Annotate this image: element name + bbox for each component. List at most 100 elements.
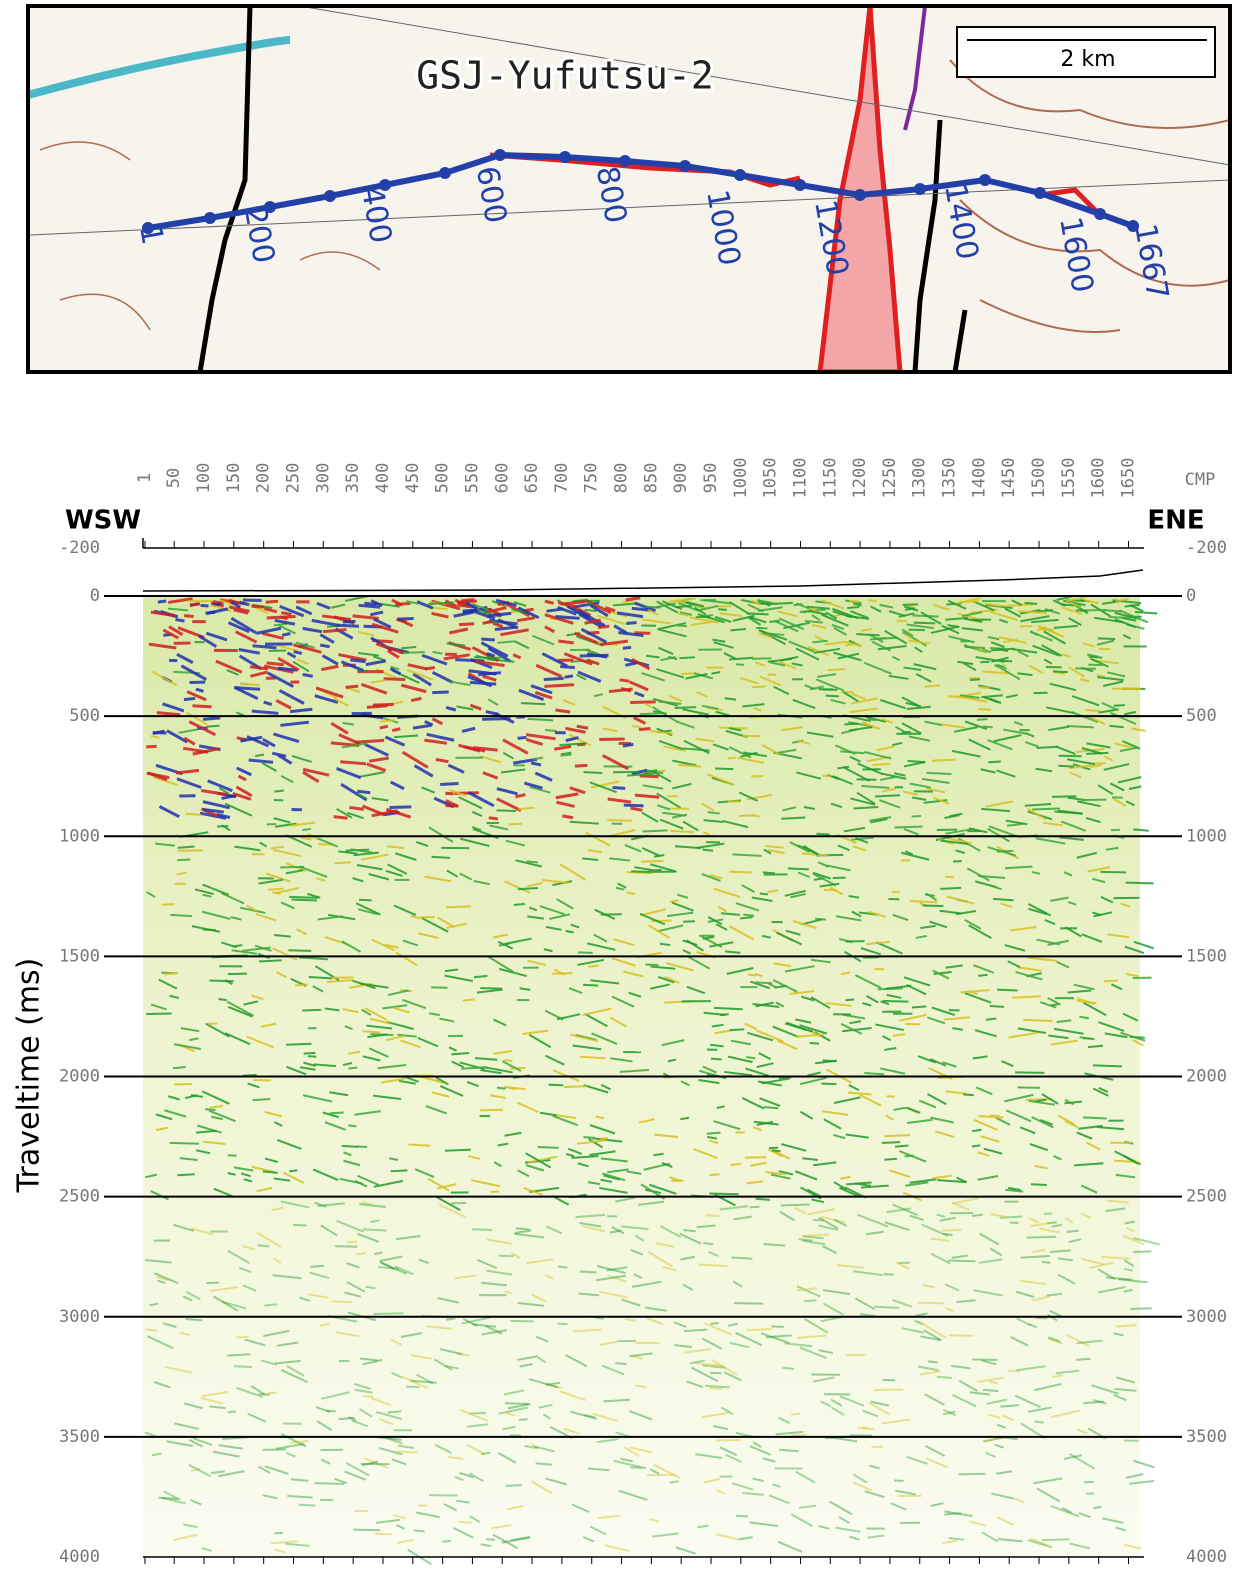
x-tick-label: 800 — [612, 463, 632, 494]
x-tick-label: 1600 — [1089, 458, 1109, 499]
reflection — [531, 1293, 547, 1303]
reflection — [792, 698, 816, 710]
reflection — [528, 1378, 559, 1389]
reflection — [1098, 1086, 1109, 1093]
reflection — [234, 845, 261, 852]
reflection — [822, 1110, 849, 1116]
reflection — [824, 640, 847, 646]
reflection — [1080, 1257, 1106, 1266]
reflection — [428, 601, 454, 606]
reflection — [785, 929, 801, 936]
reflection — [1074, 1162, 1104, 1167]
reflection — [505, 1086, 516, 1091]
reflection — [1124, 945, 1145, 955]
reflection — [920, 1335, 942, 1342]
reflection — [944, 1512, 962, 1516]
reflection — [983, 1436, 1006, 1443]
reflection — [709, 1139, 719, 1145]
reflection — [359, 982, 389, 989]
reflection — [1098, 1286, 1126, 1294]
reflection — [331, 1300, 352, 1304]
reflection — [1078, 1124, 1103, 1130]
reflection — [999, 618, 1008, 624]
reflection — [515, 859, 542, 868]
reflection — [390, 1338, 403, 1346]
reflection — [853, 602, 862, 607]
reflection — [526, 860, 538, 864]
reflection — [906, 1455, 928, 1465]
reflection — [988, 825, 1018, 838]
reflection — [155, 1126, 168, 1132]
reflection — [162, 1322, 177, 1329]
reflection — [315, 686, 344, 699]
reflection — [386, 649, 400, 659]
reflection — [752, 1441, 762, 1448]
reflection — [1073, 983, 1095, 991]
reflection — [631, 724, 642, 729]
reflection — [394, 734, 419, 739]
reflection — [267, 1391, 277, 1395]
reflection — [243, 1000, 259, 1006]
reflection — [261, 631, 284, 640]
reflection — [632, 1355, 643, 1360]
reflection — [361, 804, 386, 817]
reflection — [166, 1440, 193, 1447]
reflection — [398, 1079, 416, 1085]
reflection — [1035, 1316, 1048, 1320]
reflection — [388, 1157, 399, 1161]
reflection — [613, 1459, 642, 1468]
y-tick-label-right: 2500 — [1186, 1187, 1227, 1207]
reflection — [459, 1471, 474, 1479]
reflection — [987, 636, 1000, 641]
reflection — [285, 869, 304, 875]
reflection — [456, 1499, 470, 1504]
reflection — [1027, 1216, 1040, 1224]
reflection — [698, 1263, 728, 1268]
reflection — [746, 1180, 764, 1185]
reflection — [236, 766, 252, 777]
reflection — [754, 661, 766, 667]
reflection — [960, 989, 990, 994]
survey-point — [854, 189, 866, 201]
reflection — [1066, 725, 1094, 729]
reflection — [1027, 1406, 1052, 1413]
reflection — [507, 1403, 531, 1410]
reflection — [405, 600, 419, 605]
reflection — [597, 624, 610, 629]
reflection — [802, 1239, 826, 1246]
reflection — [682, 1283, 694, 1291]
reflection — [615, 886, 625, 891]
reflection — [1056, 1019, 1072, 1024]
reflection — [500, 628, 529, 637]
reflection — [951, 1254, 968, 1259]
reflection — [624, 844, 642, 853]
reflection — [614, 1196, 636, 1203]
reflection — [729, 870, 752, 874]
reflection — [1105, 1207, 1126, 1213]
reflection — [150, 610, 176, 618]
reflection — [504, 880, 531, 894]
reflection — [1007, 960, 1021, 968]
reflection — [385, 943, 399, 949]
reflection — [242, 1284, 257, 1292]
reflection — [766, 601, 793, 606]
reflection — [640, 908, 667, 917]
reflection — [1059, 836, 1084, 841]
reflection — [1069, 601, 1081, 608]
reflection — [811, 958, 831, 964]
reflection — [1063, 1454, 1082, 1460]
reflection — [939, 1216, 956, 1222]
reflection — [854, 1297, 876, 1311]
reflection — [358, 771, 385, 778]
reflection — [811, 624, 827, 629]
reflection — [755, 1197, 770, 1201]
reflection — [849, 610, 869, 619]
reflection — [653, 1152, 664, 1157]
reflection — [1116, 1324, 1137, 1328]
reflection — [832, 607, 859, 620]
reflection — [552, 972, 573, 975]
reflection — [820, 1215, 846, 1224]
reflection — [471, 810, 483, 817]
reflection — [932, 603, 950, 611]
reflection — [844, 722, 859, 726]
